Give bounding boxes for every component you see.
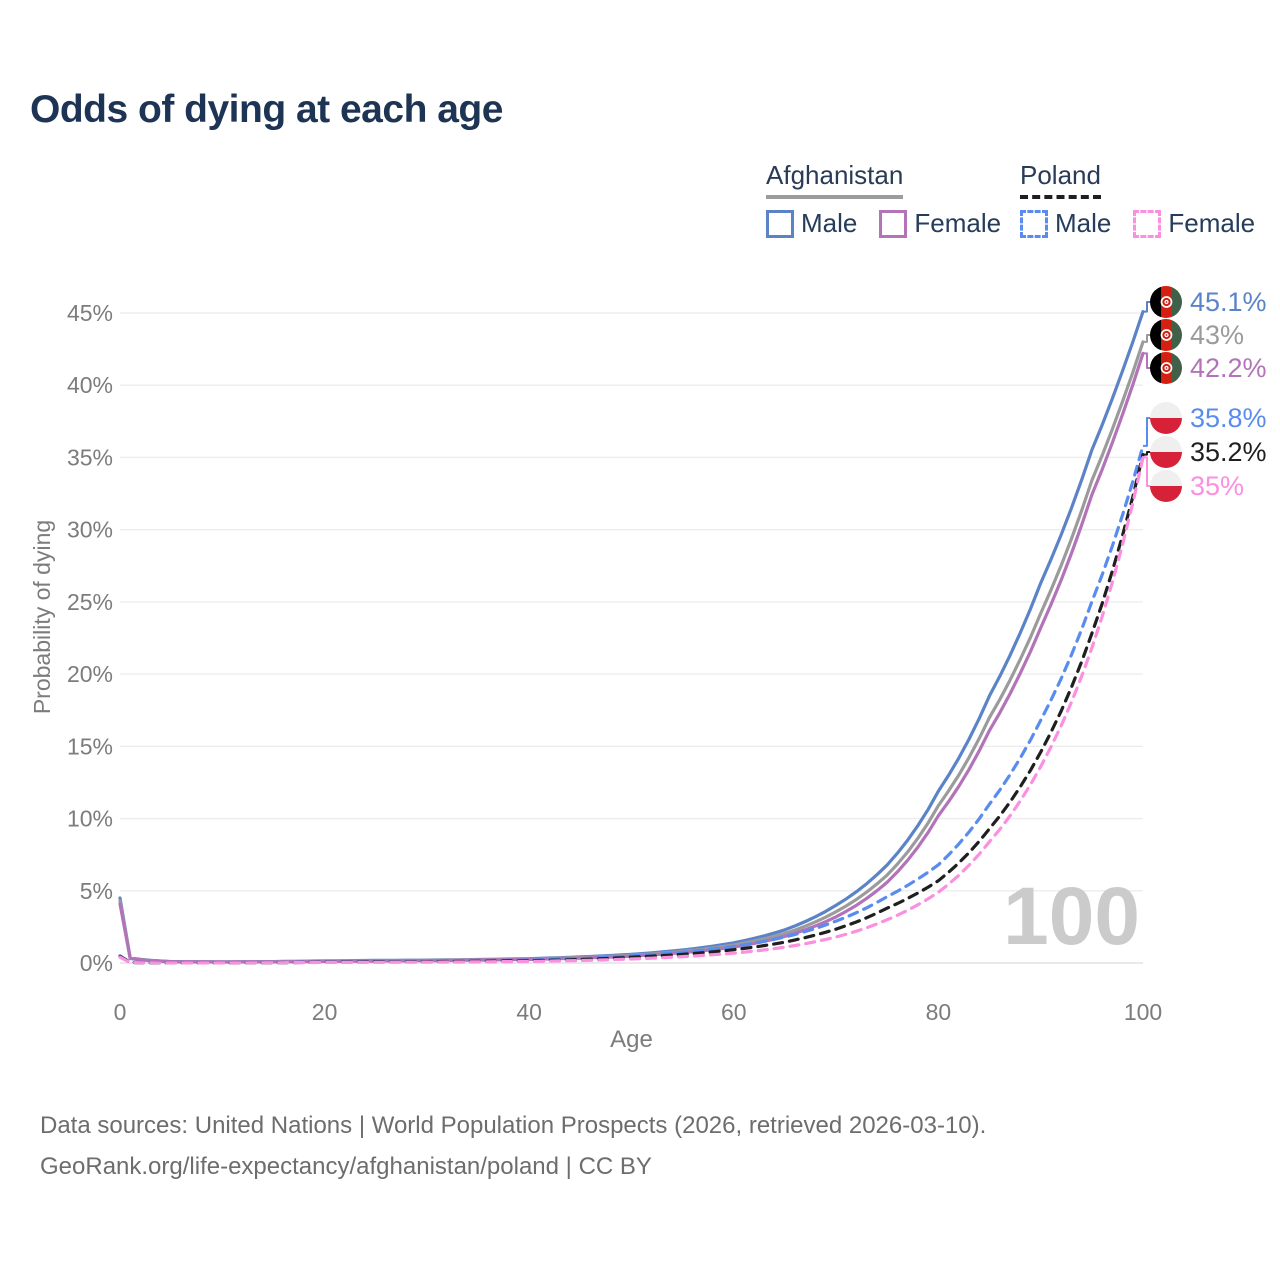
poland-flag-icon [1150, 402, 1182, 434]
end-value-label: 42.2% [1190, 353, 1267, 383]
end-value-label: 45.1% [1190, 287, 1267, 317]
legend-item-label: Female [1168, 208, 1256, 238]
end-value-label: 35.8% [1190, 403, 1267, 433]
y-tick-label: 15% [67, 733, 113, 759]
y-tick-label: 0% [80, 950, 113, 976]
legend-group-poland: Poland Male Female [1020, 160, 1255, 239]
legend-item-afghanistan-female[interactable]: Female [879, 208, 1001, 239]
x-tick-label: 20 [312, 999, 338, 1025]
legend-group-afghanistan: Afghanistan Male Female [766, 160, 1001, 239]
x-tick-label: 40 [516, 999, 542, 1025]
end-label-connector [1143, 352, 1151, 369]
x-tick-label: 100 [1124, 999, 1162, 1025]
legend-swatch-poland-male-icon [1020, 209, 1048, 238]
end-value-label: 43% [1190, 320, 1244, 350]
series-line-afg-both[interactable] [118, 340, 1145, 964]
series-line-pol-both[interactable] [118, 453, 1145, 965]
legend-swatch-afghanistan-female-icon [879, 209, 908, 238]
legend-swatch-poland-female-icon [1133, 209, 1162, 238]
end-value-label: 35% [1190, 471, 1244, 501]
legend-item-label: Male [1055, 208, 1112, 238]
legend-group-title-poland: Poland [1020, 160, 1101, 199]
y-tick-label: 10% [67, 806, 113, 832]
end-value-label: 35.2% [1190, 437, 1267, 467]
legend-item-afghanistan-male[interactable]: Male [766, 208, 857, 239]
legend-group-title-afghanistan: Afghanistan [766, 160, 904, 199]
y-tick-label: 45% [67, 300, 113, 326]
page-title: Odds of dying at each age [30, 88, 503, 131]
poland-flag-icon [1150, 470, 1182, 502]
end-label-connector [1143, 417, 1151, 447]
legend-item-label: Male [801, 208, 858, 238]
end-label-connector [1143, 301, 1151, 313]
x-tick-label: 0 [114, 999, 127, 1025]
y-tick-label: 35% [67, 444, 113, 470]
y-tick-label: 25% [67, 589, 113, 615]
afghanistan-flag-icon [1150, 319, 1182, 351]
y-tick-label: 5% [80, 878, 113, 904]
legend-item-poland-female[interactable]: Female [1133, 208, 1255, 239]
series-line-pol-male[interactable] [118, 444, 1145, 965]
end-label-connector [1143, 334, 1151, 343]
afghanistan-flag-icon [1150, 352, 1182, 384]
y-axis-title: Probability of dying [29, 519, 55, 715]
footer-source-line: Data sources: United Nations | World Pop… [40, 1112, 987, 1139]
afghanistan-flag-icon [1150, 286, 1182, 318]
legend-swatch-afghanistan-male-icon [766, 209, 794, 238]
end-label-connector [1143, 451, 1151, 456]
y-tick-label: 20% [67, 661, 113, 687]
y-tick-label: 30% [67, 517, 113, 543]
footer-attribution-line: GeoRank.org/life-expectancy/afghanistan/… [40, 1152, 652, 1180]
age-watermark: 100 [1003, 871, 1140, 962]
x-axis-title: Age [610, 1026, 653, 1053]
series-line-afg-male[interactable] [118, 310, 1145, 964]
y-tick-label: 40% [67, 372, 113, 398]
poland-flag-icon [1150, 436, 1182, 468]
x-tick-label: 60 [721, 999, 747, 1025]
x-tick-label: 80 [926, 999, 952, 1025]
series-line-afg-female[interactable] [118, 351, 1145, 964]
footer: Data sources: United Nations | World Pop… [40, 1106, 986, 1188]
legend-item-label: Female [914, 208, 1002, 238]
legend-item-poland-male[interactable]: Male [1020, 208, 1111, 239]
series-line-pol-female[interactable] [118, 455, 1145, 965]
end-label-connector [1143, 456, 1151, 487]
